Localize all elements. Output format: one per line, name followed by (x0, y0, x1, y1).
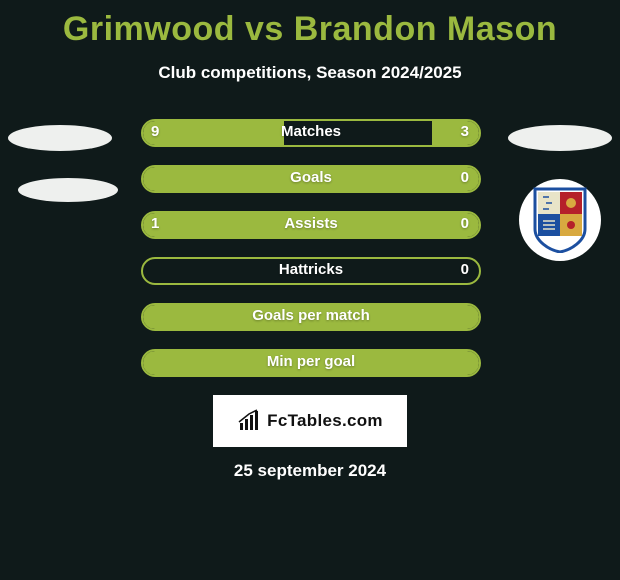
stat-row-goals-per-match: Goals per match (0, 303, 620, 331)
stat-row-assists: Assists10 (0, 211, 620, 239)
page-title: Grimwood vs Brandon Mason (0, 0, 620, 49)
value-right: 0 (141, 257, 469, 285)
chart-icon (237, 409, 261, 433)
brand-text: FcTables.com (267, 411, 383, 431)
bar-label: Min per goal (141, 349, 481, 377)
value-right: 0 (141, 165, 469, 193)
stat-row-goals: Goals0 (0, 165, 620, 193)
brand-badge: FcTables.com (213, 395, 407, 447)
stat-row-hattricks: Hattricks0 (0, 257, 620, 285)
bar-label: Goals per match (141, 303, 481, 331)
stat-row-min-per-goal: Min per goal (0, 349, 620, 377)
footer-date: 25 september 2024 (0, 461, 620, 481)
subtitle: Club competitions, Season 2024/2025 (0, 63, 620, 83)
value-right: 0 (141, 211, 469, 239)
stat-row-matches: Matches93 (0, 119, 620, 147)
value-right: 3 (141, 119, 469, 147)
comparison-chart: Matches93 Goals0 Assists10 Hattricks0 Goals … (0, 119, 620, 377)
